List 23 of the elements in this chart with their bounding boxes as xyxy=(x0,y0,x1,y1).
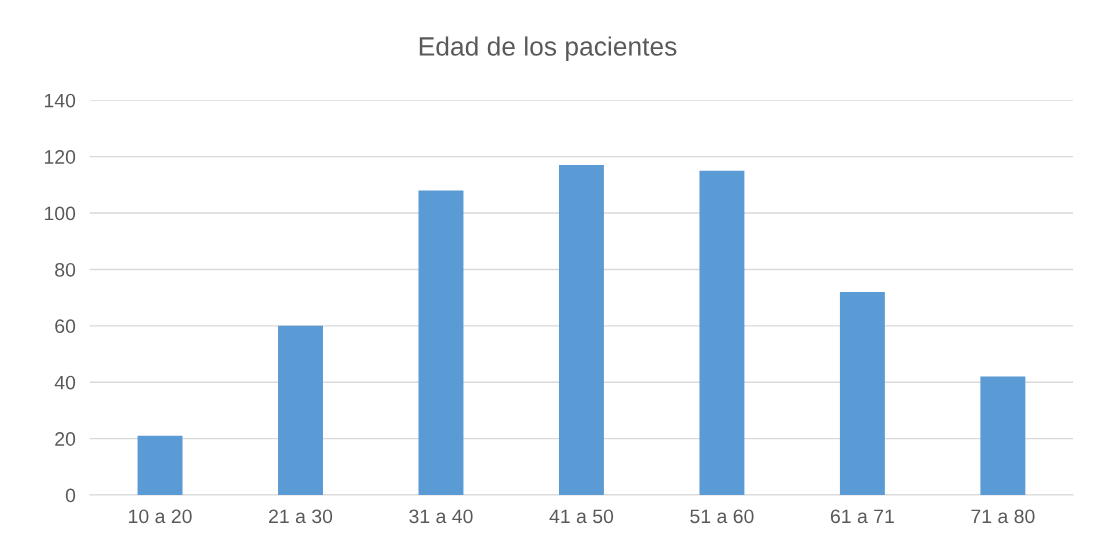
x-tick-label: 21 a 30 xyxy=(269,509,333,524)
bar xyxy=(137,435,183,496)
y-tick-label: 60 xyxy=(55,319,76,334)
x-tick-label: 71 a 80 xyxy=(971,509,1035,524)
y-tick-label: 20 xyxy=(55,432,76,446)
y-tick-label: 120 xyxy=(44,150,76,164)
bar xyxy=(839,292,885,496)
bar xyxy=(699,170,745,496)
y-tick-label: 80 xyxy=(55,262,76,277)
bar xyxy=(558,165,604,496)
y-tick-label: 0 xyxy=(65,488,76,503)
x-tick-label: 61 a 71 xyxy=(830,509,894,524)
y-tick-label: 40 xyxy=(54,375,76,390)
y-tick-label: 140 xyxy=(44,93,76,108)
bar xyxy=(418,190,464,496)
x-tick-label: 51 a 60 xyxy=(690,509,754,524)
x-tick-label: 31 a 40 xyxy=(409,509,473,524)
bar xyxy=(980,376,1026,496)
bar xyxy=(278,325,323,496)
chart-title: Edad de los pacientes xyxy=(419,36,677,61)
y-tick-label: 100 xyxy=(44,206,76,221)
x-tick-label: 10 a 20 xyxy=(129,509,192,524)
x-tick-label: 41 a 50 xyxy=(549,509,614,524)
